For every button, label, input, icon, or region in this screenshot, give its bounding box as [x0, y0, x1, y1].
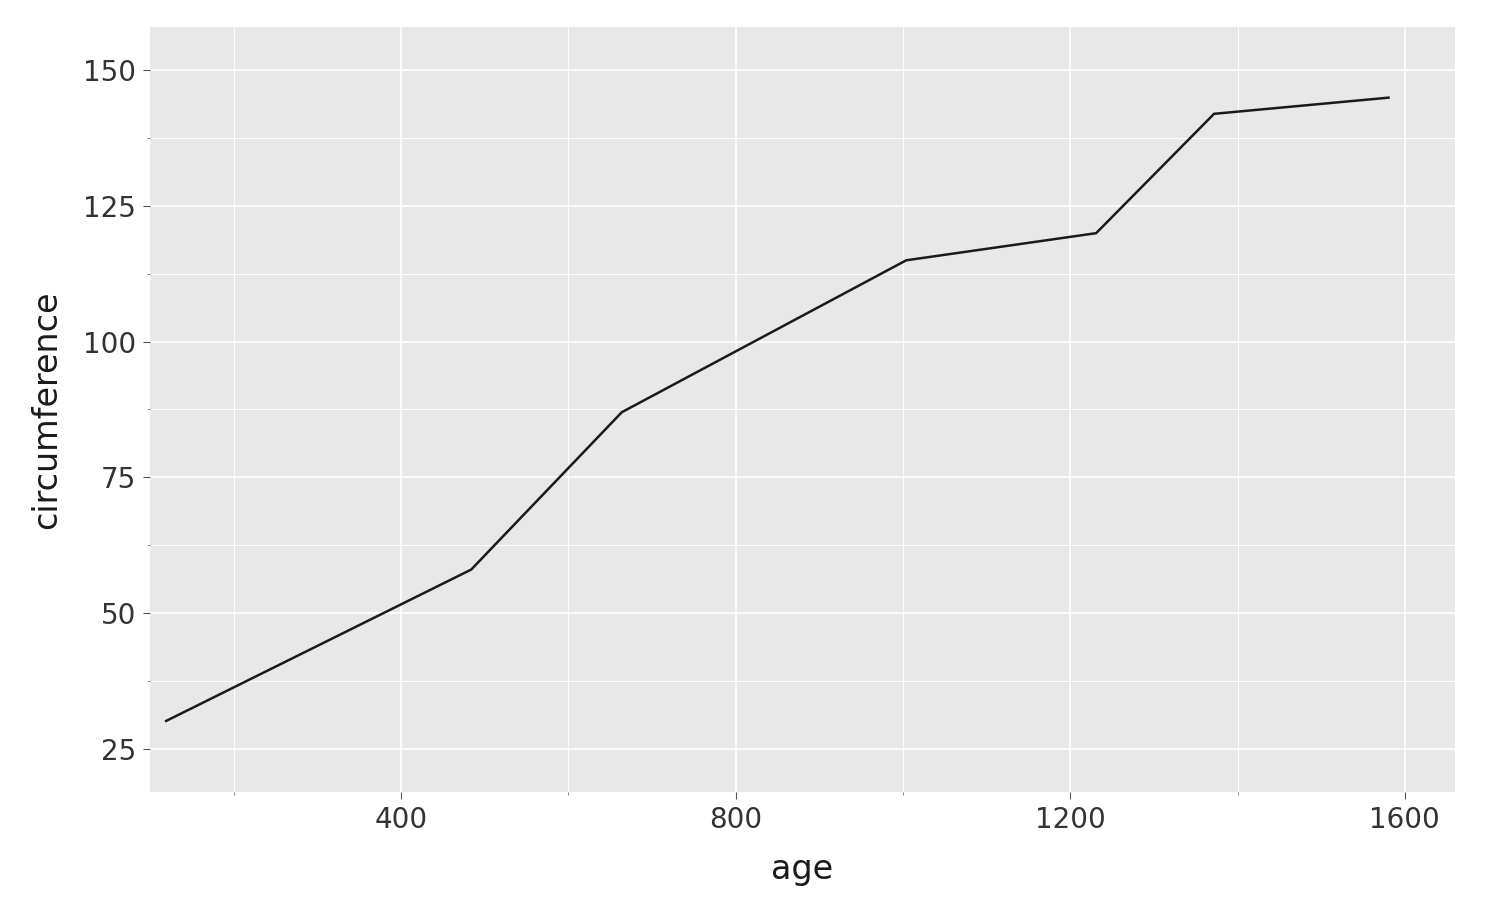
Y-axis label: circumference: circumference: [30, 290, 63, 529]
X-axis label: age: age: [771, 853, 834, 886]
